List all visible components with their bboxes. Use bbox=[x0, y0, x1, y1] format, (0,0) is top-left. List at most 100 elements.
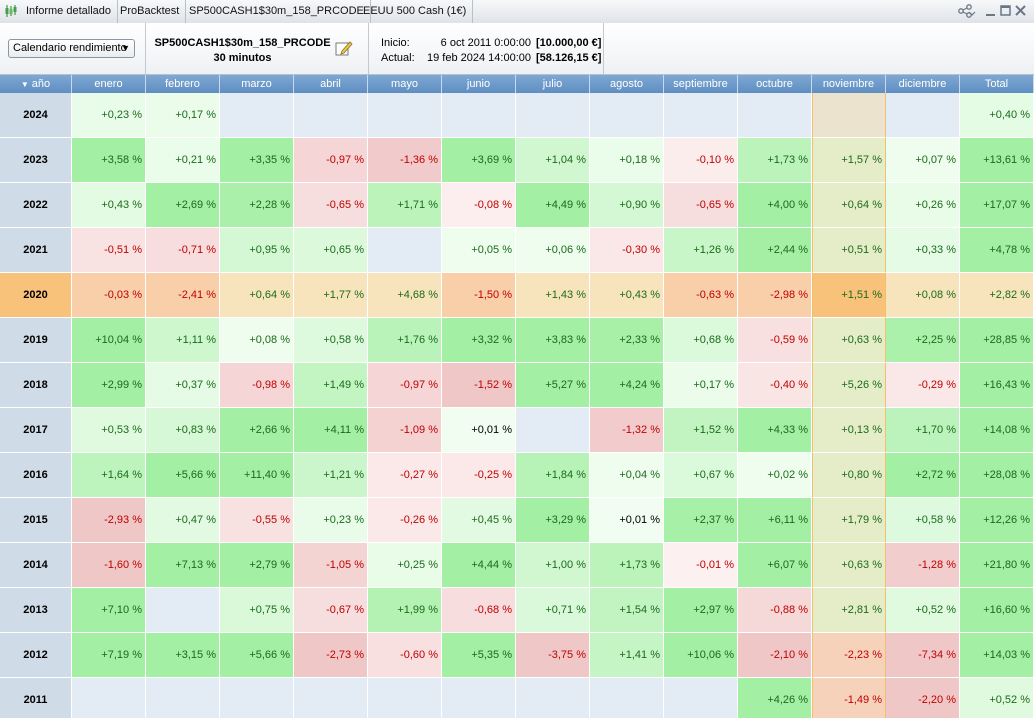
month-cell[interactable]: -1,09 % bbox=[368, 408, 442, 453]
total-cell[interactable]: +14,08 % bbox=[960, 408, 1034, 453]
month-cell[interactable]: -0,71 % bbox=[146, 228, 220, 273]
month-cell[interactable]: +0,52 % bbox=[886, 588, 960, 633]
month-cell[interactable]: +0,37 % bbox=[146, 363, 220, 408]
month-cell[interactable]: -1,36 % bbox=[368, 138, 442, 183]
month-cell[interactable]: +1,99 % bbox=[368, 588, 442, 633]
month-cell[interactable]: +1,49 % bbox=[294, 363, 368, 408]
month-cell[interactable]: +0,64 % bbox=[812, 183, 886, 228]
month-cell[interactable]: -2,20 % bbox=[886, 678, 960, 718]
month-cell[interactable]: +0,75 % bbox=[220, 588, 294, 633]
month-cell[interactable]: +10,06 % bbox=[664, 633, 738, 678]
month-cell[interactable]: +0,80 % bbox=[812, 453, 886, 498]
month-cell[interactable]: -0,40 % bbox=[738, 363, 812, 408]
month-cell[interactable]: +1,84 % bbox=[516, 453, 590, 498]
month-cell[interactable]: +2,97 % bbox=[664, 588, 738, 633]
month-cell[interactable]: -1,49 % bbox=[812, 678, 886, 718]
total-cell[interactable]: +0,40 % bbox=[960, 93, 1034, 138]
month-cell[interactable]: -7,34 % bbox=[886, 633, 960, 678]
month-cell[interactable]: +1,41 % bbox=[590, 633, 664, 678]
month-cell[interactable]: +0,53 % bbox=[72, 408, 146, 453]
month-cell[interactable]: -0,01 % bbox=[664, 543, 738, 588]
month-cell[interactable]: -3,75 % bbox=[516, 633, 590, 678]
month-cell[interactable]: +0,33 % bbox=[886, 228, 960, 273]
month-cell[interactable] bbox=[812, 93, 886, 138]
month-cell[interactable]: +2,79 % bbox=[220, 543, 294, 588]
month-cell[interactable]: +0,08 % bbox=[886, 273, 960, 318]
month-cell[interactable]: -1,28 % bbox=[886, 543, 960, 588]
month-cell[interactable] bbox=[442, 678, 516, 718]
month-cell[interactable]: +0,01 % bbox=[590, 498, 664, 543]
total-cell[interactable]: +0,52 % bbox=[960, 678, 1034, 718]
close-icon[interactable] bbox=[1013, 3, 1029, 19]
month-cell[interactable]: +0,25 % bbox=[368, 543, 442, 588]
column-header-year[interactable]: ▼ año bbox=[0, 75, 72, 93]
month-cell[interactable]: +1,71 % bbox=[368, 183, 442, 228]
month-cell[interactable]: +2,66 % bbox=[220, 408, 294, 453]
month-cell[interactable]: -0,65 % bbox=[294, 183, 368, 228]
month-cell[interactable]: +1,00 % bbox=[516, 543, 590, 588]
month-cell[interactable] bbox=[146, 678, 220, 718]
year-cell[interactable]: 2017 bbox=[0, 408, 72, 453]
total-cell[interactable]: +21,80 % bbox=[960, 543, 1034, 588]
month-cell[interactable]: +1,64 % bbox=[72, 453, 146, 498]
total-cell[interactable]: +16,43 % bbox=[960, 363, 1034, 408]
month-cell[interactable]: -1,32 % bbox=[590, 408, 664, 453]
total-cell[interactable]: +28,85 % bbox=[960, 318, 1034, 363]
month-cell[interactable] bbox=[294, 93, 368, 138]
minimize-icon[interactable] bbox=[983, 3, 999, 19]
month-cell[interactable] bbox=[146, 588, 220, 633]
month-cell[interactable]: -0,03 % bbox=[72, 273, 146, 318]
month-cell[interactable]: +3,58 % bbox=[72, 138, 146, 183]
month-cell[interactable]: +5,27 % bbox=[516, 363, 590, 408]
month-cell[interactable]: +0,58 % bbox=[886, 498, 960, 543]
month-cell[interactable]: +0,17 % bbox=[664, 363, 738, 408]
month-cell[interactable]: +5,66 % bbox=[220, 633, 294, 678]
month-cell[interactable]: +1,21 % bbox=[294, 453, 368, 498]
month-cell[interactable]: +3,69 % bbox=[442, 138, 516, 183]
month-cell[interactable]: -0,97 % bbox=[368, 363, 442, 408]
year-cell[interactable]: 2018 bbox=[0, 363, 72, 408]
month-cell[interactable]: +2,28 % bbox=[220, 183, 294, 228]
month-cell[interactable]: -0,60 % bbox=[368, 633, 442, 678]
month-cell[interactable]: +1,43 % bbox=[516, 273, 590, 318]
month-cell[interactable]: -2,23 % bbox=[812, 633, 886, 678]
year-cell[interactable]: 2021 bbox=[0, 228, 72, 273]
month-cell[interactable] bbox=[664, 678, 738, 718]
month-cell[interactable]: +0,65 % bbox=[294, 228, 368, 273]
year-cell[interactable]: 2024 bbox=[0, 93, 72, 138]
month-cell[interactable]: +5,26 % bbox=[812, 363, 886, 408]
month-cell[interactable]: -0,55 % bbox=[220, 498, 294, 543]
month-cell[interactable]: +0,95 % bbox=[220, 228, 294, 273]
month-cell[interactable]: +1,11 % bbox=[146, 318, 220, 363]
month-cell[interactable]: +3,83 % bbox=[516, 318, 590, 363]
month-cell[interactable]: -0,67 % bbox=[294, 588, 368, 633]
tab-probacktest[interactable]: ProBacktest bbox=[114, 0, 187, 23]
month-cell[interactable]: -0,98 % bbox=[220, 363, 294, 408]
column-header-month[interactable]: julio bbox=[516, 75, 590, 93]
month-cell[interactable]: +4,24 % bbox=[590, 363, 664, 408]
month-cell[interactable]: +6,11 % bbox=[738, 498, 812, 543]
maximize-icon[interactable] bbox=[998, 3, 1014, 19]
month-cell[interactable] bbox=[738, 93, 812, 138]
month-cell[interactable]: +4,33 % bbox=[738, 408, 812, 453]
month-cell[interactable]: +0,21 % bbox=[146, 138, 220, 183]
month-cell[interactable]: +1,57 % bbox=[812, 138, 886, 183]
month-cell[interactable]: +1,51 % bbox=[812, 273, 886, 318]
year-cell[interactable]: 2022 bbox=[0, 183, 72, 228]
year-cell[interactable]: 2014 bbox=[0, 543, 72, 588]
month-cell[interactable]: +0,58 % bbox=[294, 318, 368, 363]
month-cell[interactable]: +0,67 % bbox=[664, 453, 738, 498]
column-header-month[interactable]: abril bbox=[294, 75, 368, 93]
month-cell[interactable]: -0,27 % bbox=[368, 453, 442, 498]
column-header-month[interactable]: noviembre bbox=[812, 75, 886, 93]
month-cell[interactable] bbox=[664, 93, 738, 138]
year-cell[interactable]: 2015 bbox=[0, 498, 72, 543]
month-cell[interactable]: +11,40 % bbox=[220, 453, 294, 498]
month-cell[interactable]: +2,72 % bbox=[886, 453, 960, 498]
month-cell[interactable] bbox=[442, 93, 516, 138]
month-cell[interactable]: +1,54 % bbox=[590, 588, 664, 633]
month-cell[interactable]: +0,90 % bbox=[590, 183, 664, 228]
tab-instrument[interactable]: EEUU 500 Cash (1€) bbox=[357, 0, 474, 23]
month-cell[interactable]: +2,99 % bbox=[72, 363, 146, 408]
column-header-month[interactable]: septiembre bbox=[664, 75, 738, 93]
